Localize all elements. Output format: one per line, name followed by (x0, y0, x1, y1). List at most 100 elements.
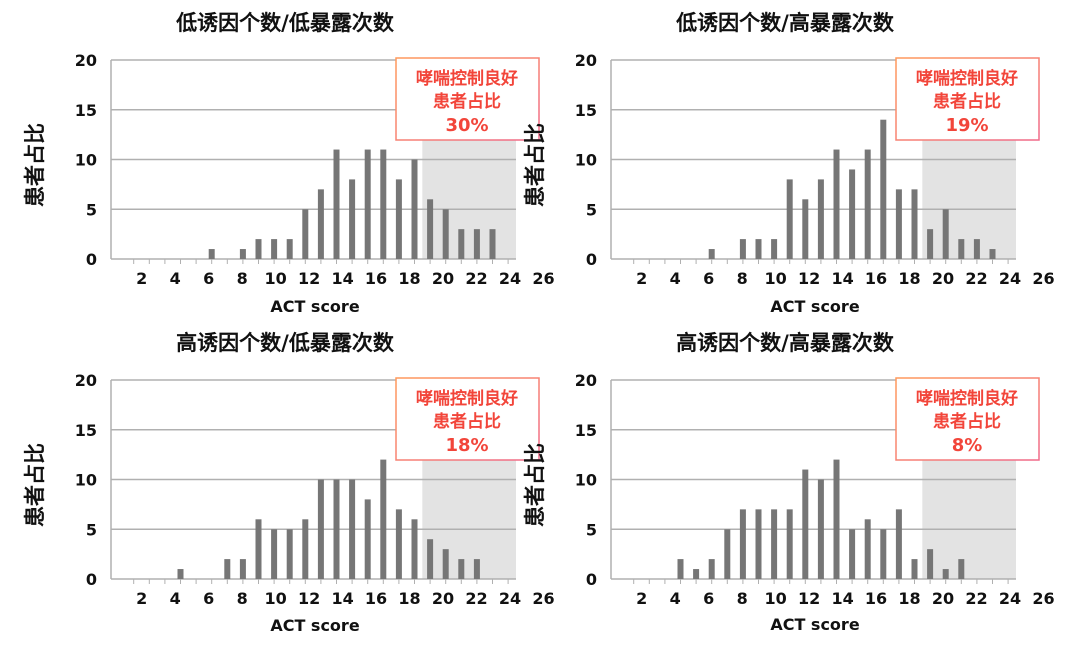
annotation-percent: 18% (445, 435, 488, 456)
annotation-line-2: 患者占比 (433, 411, 501, 432)
y-axis-label: 患者占比 (23, 443, 47, 527)
y-tick-label: 10 (575, 151, 597, 170)
bar-score-23 (473, 229, 480, 259)
x-tick-label: 20 (432, 269, 454, 288)
y-axis-label: 患者占比 (523, 123, 547, 207)
bar-score-21 (442, 209, 449, 259)
bar-score-13 (317, 189, 324, 259)
chart-title: 高诱因个数/低暴露次数 (176, 331, 395, 355)
bar-score-17 (380, 459, 387, 579)
x-tick-label: 22 (465, 269, 487, 288)
x-tick-label: 2 (136, 269, 147, 288)
x-axis-label: ACT score (770, 297, 860, 316)
bar-score-9 (255, 239, 262, 259)
bar-score-11 (786, 179, 793, 259)
bar-score-10 (771, 509, 778, 579)
x-tick-label: 16 (865, 269, 887, 288)
bar-score-12 (802, 469, 809, 579)
bar-score-24 (989, 249, 996, 259)
x-tick-label: 8 (737, 269, 748, 288)
bar-score-22 (458, 229, 465, 259)
y-tick-label: 0 (86, 250, 97, 269)
bar-score-13 (817, 479, 824, 579)
bar-score-21 (942, 569, 949, 579)
y-tick-label: 20 (75, 371, 97, 390)
x-tick-label: 12 (798, 589, 820, 608)
bar-score-8 (739, 509, 746, 579)
x-tick-label: 22 (965, 589, 987, 608)
bar-score-11 (286, 529, 293, 579)
x-tick-label: 8 (737, 589, 748, 608)
x-tick-label: 18 (898, 269, 920, 288)
chart-title: 低诱因个数/高暴露次数 (675, 11, 895, 35)
y-axis-label: 患者占比 (523, 443, 547, 527)
y-tick-label: 0 (586, 570, 597, 589)
bar-score-22 (958, 559, 965, 579)
y-tick-label: 10 (75, 151, 97, 170)
bar-score-7 (724, 529, 731, 579)
bar-score-20 (427, 199, 434, 259)
y-axis-label: 患者占比 (23, 123, 47, 207)
bar-score-21 (942, 209, 949, 259)
bar-score-15 (849, 529, 856, 579)
bar-score-15 (849, 169, 856, 259)
x-tick-label: 20 (932, 589, 954, 608)
x-tick-label: 22 (465, 589, 487, 608)
x-tick-label: 2 (636, 269, 647, 288)
bar-score-15 (349, 479, 356, 579)
bar-score-8 (239, 559, 246, 579)
x-tick-label: 14 (331, 269, 353, 288)
y-tick-label: 10 (575, 471, 597, 490)
x-tick-label: 26 (532, 589, 554, 608)
y-tick-label: 5 (586, 520, 597, 539)
bar-score-18 (895, 189, 902, 259)
bar-score-13 (317, 479, 324, 579)
y-tick-label: 0 (86, 570, 97, 589)
annotation-border (895, 377, 1040, 461)
annotation-line-2: 患者占比 (933, 91, 1001, 112)
chart-title: 低诱因个数/低暴露次数 (175, 11, 395, 35)
x-tick-label: 20 (932, 269, 954, 288)
x-tick-label: 10 (764, 589, 786, 608)
x-tick-label: 4 (670, 589, 681, 608)
bar-score-6 (208, 249, 215, 259)
bar-score-13 (817, 179, 824, 259)
bar-score-17 (380, 149, 387, 259)
x-tick-label: 18 (898, 589, 920, 608)
chart-title: 高诱因个数/高暴露次数 (676, 331, 895, 355)
bar-score-11 (286, 239, 293, 259)
shaded-region (922, 460, 1016, 579)
annotation-line-1: 哮喘控制良好 (916, 68, 1018, 89)
bar-score-16 (364, 499, 371, 579)
y-tick-label: 5 (586, 200, 597, 219)
bar-score-14 (333, 479, 340, 579)
x-tick-label: 10 (264, 269, 286, 288)
bar-score-19 (411, 159, 418, 259)
annotation-line-1: 哮喘控制良好 (416, 388, 518, 409)
bar-score-20 (427, 539, 434, 579)
bar-score-16 (864, 519, 871, 579)
x-tick-label: 12 (298, 269, 320, 288)
annotation-percent: 8% (952, 435, 983, 456)
shaded-region (422, 140, 516, 259)
bar-score-18 (395, 509, 402, 579)
x-tick-label: 26 (1032, 269, 1054, 288)
bar-score-5 (693, 569, 700, 579)
bar-score-17 (880, 119, 887, 259)
bar-score-23 (973, 239, 980, 259)
bar-score-6 (708, 249, 715, 259)
x-tick-label: 14 (831, 269, 853, 288)
bar-score-11 (786, 509, 793, 579)
bar-score-10 (271, 239, 278, 259)
bar-score-19 (911, 189, 918, 259)
bar-score-19 (411, 519, 418, 579)
y-tick-label: 20 (75, 51, 97, 70)
x-tick-label: 18 (398, 589, 420, 608)
